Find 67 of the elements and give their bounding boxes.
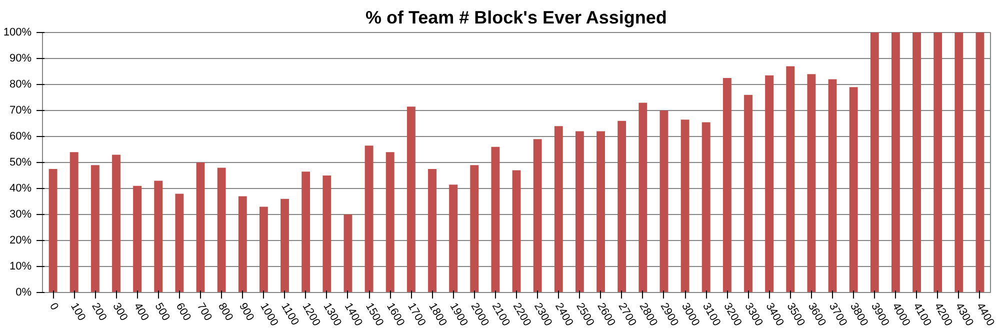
bar [870,32,879,292]
y-tick-label: 20% [9,234,32,246]
x-tick-label: 800 [216,301,236,323]
x-tick-label: 200 [89,301,109,323]
bar [702,122,710,292]
bar [512,170,521,292]
y-tick-label: 40% [9,182,32,194]
bar [554,126,563,292]
y-tick-label: 50% [9,156,32,168]
bar [680,120,690,292]
bar [154,180,163,292]
bar [891,32,900,292]
bar [976,32,984,292]
x-tick-label: 900 [236,301,256,323]
y-tick-label: 30% [9,208,32,220]
bar [954,32,964,292]
bar [828,79,837,292]
bar [934,32,942,292]
bar [660,110,668,292]
y-tick-label: 100% [3,26,32,38]
bar [259,206,268,292]
x-tick-label: 700 [194,301,214,323]
y-tick-label: 70% [9,104,32,116]
y-tick-label: 60% [9,130,32,142]
chart-title: % of Team # Block's Ever Assigned [365,8,667,28]
bar [618,120,626,292]
bar [112,154,120,292]
bar [280,198,289,292]
y-tick-label: 0% [16,286,32,298]
x-tick-label: 300 [110,301,130,323]
bar [596,131,605,292]
bar [344,214,352,292]
bar [722,78,732,292]
bar [638,102,648,292]
x-tick-label: 500 [152,301,172,323]
bar [491,146,500,292]
bar [428,169,436,292]
bar [470,165,479,292]
bar [449,184,458,292]
y-tick-label: 80% [9,78,32,90]
x-tick-label: 0 [46,301,60,312]
bar [765,75,774,292]
bar [533,139,542,292]
bar [322,176,332,292]
bar [744,94,752,292]
x-tick-label: 600 [173,301,193,323]
bar [849,87,858,292]
bar [386,152,394,292]
bar [786,66,795,292]
bar [196,162,205,292]
bar [807,74,816,292]
bar [217,168,226,292]
bar [575,131,584,292]
bar [912,32,921,292]
y-tick-label: 90% [9,52,32,64]
x-tick-label: 100 [68,301,88,323]
bar [70,152,78,292]
bar [175,194,184,292]
bar [133,186,142,292]
bar [48,169,58,292]
y-tick-label: 10% [9,260,32,272]
bar [302,172,310,292]
x-tick-label: 400 [131,301,151,323]
bar [406,106,416,292]
bar [90,165,100,292]
bar [364,146,374,292]
bar [238,196,247,292]
